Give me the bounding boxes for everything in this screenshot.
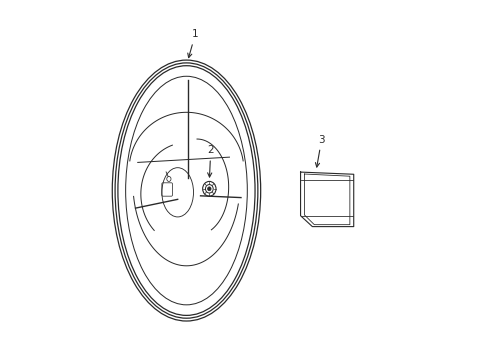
- Text: 3: 3: [315, 135, 324, 167]
- Text: 2: 2: [207, 145, 214, 177]
- Ellipse shape: [207, 187, 211, 191]
- Text: 1: 1: [187, 29, 198, 58]
